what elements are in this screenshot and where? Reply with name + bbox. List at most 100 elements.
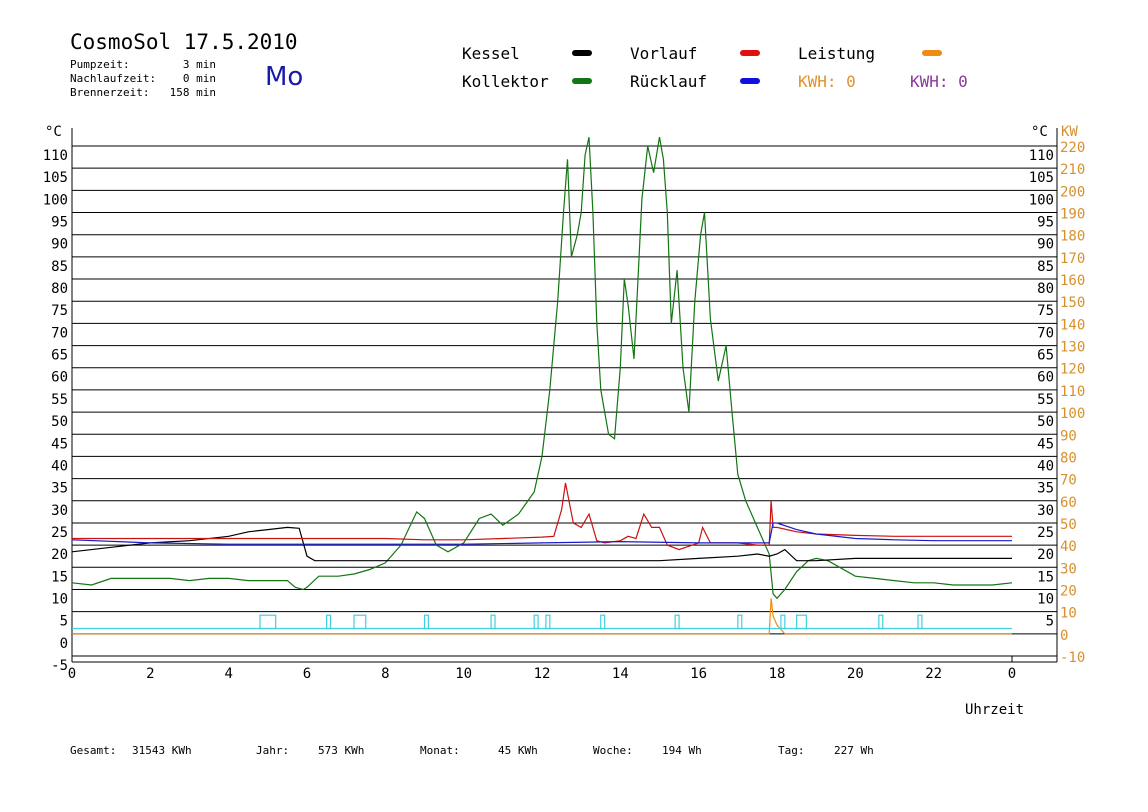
y-tick-label-left: 70 (51, 325, 68, 341)
x-tick-label: 14 (612, 666, 629, 682)
left-axis-unit: °C (45, 124, 62, 140)
pumpzeit-value: 3 min (182, 58, 216, 71)
chart-title: CosmoSol 17.5.2010 (70, 30, 298, 54)
legend-kollektor-swatch (572, 78, 592, 84)
pump-pulse (737, 614, 743, 630)
pump-pulse (674, 614, 680, 630)
y-tick-label-kw: 10 (1060, 606, 1077, 622)
pump-pulse (795, 614, 807, 630)
woche-value: 194 Wh (662, 744, 702, 757)
x-tick-label: 6 (303, 666, 311, 682)
y-tick-label-right: 35 (1037, 481, 1054, 497)
kwh-secondary: KWH: 0 (910, 72, 968, 91)
jahr-label: Jahr: (256, 744, 290, 757)
brennerzeit-value: 158 min (169, 86, 216, 99)
y-tick-label-left: 45 (51, 436, 68, 452)
y-tick-label-left: 50 (51, 414, 68, 430)
y-tick-label-right: 100 (1029, 192, 1054, 208)
chart-tick-labels: 1101051009590858075706560555045403530252… (43, 140, 1086, 682)
x-tick-label: 16 (690, 666, 707, 682)
y-tick-label-left: 25 (51, 525, 68, 541)
pump-pulse (490, 614, 496, 630)
y-tick-label-right: 70 (1037, 325, 1054, 341)
pumpzeit-label: Pumpzeit: (70, 58, 130, 71)
y-tick-label-kw: 110 (1060, 384, 1085, 400)
pump-pulse (533, 614, 539, 630)
series-line-leistung (72, 598, 1012, 635)
y-tick-label-left: -5 (51, 658, 68, 674)
nachlaufzeit-label: Nachlaufzeit: (70, 72, 157, 85)
y-tick-label-right: 80 (1037, 281, 1054, 297)
y-tick-label-kw: 180 (1060, 229, 1085, 245)
legend-vorlauf-swatch (740, 50, 760, 56)
y-tick-label-kw: 140 (1060, 317, 1085, 333)
y-tick-label-left: 5 (60, 614, 68, 630)
monat-value: 45 KWh (498, 744, 538, 757)
x-tick-label: 0 (1008, 666, 1016, 682)
y-tick-label-kw: 40 (1060, 539, 1077, 555)
y-tick-label-kw: 80 (1060, 450, 1077, 466)
x-tick-label: 4 (224, 666, 232, 682)
gesamt-label: Gesamt: (70, 744, 117, 757)
nachlaufzeit-value: 0 min (182, 72, 216, 85)
y-tick-label-kw: 90 (1060, 428, 1077, 444)
y-tick-label-left: 55 (51, 392, 68, 408)
y-tick-label-kw: 150 (1060, 295, 1085, 311)
y-tick-label-left: 75 (51, 303, 68, 319)
y-tick-label-kw: 190 (1060, 207, 1085, 223)
pump-pulse (780, 614, 786, 630)
y-tick-label-left: 0 (60, 636, 68, 652)
legend-ruecklauf-swatch (740, 78, 760, 84)
y-tick-label-kw: 20 (1060, 583, 1077, 599)
y-tick-label-left: 30 (51, 503, 68, 519)
y-tick-label-right: 15 (1037, 569, 1054, 585)
pump-pulse (325, 614, 332, 630)
brennerzeit-label: Brennerzeit: (70, 86, 150, 99)
x-tick-label: 10 (455, 666, 472, 682)
legend-leistung: Leistung (798, 44, 876, 63)
y-tick-label-kw: 210 (1060, 162, 1085, 178)
right-axis-unit-kw: KW (1061, 124, 1078, 140)
y-tick-label-right: 5 (1046, 614, 1054, 630)
y-tick-label-right: 20 (1037, 547, 1054, 563)
legend-kessel: Kessel (462, 44, 520, 63)
y-tick-label-right: 105 (1029, 170, 1054, 186)
y-tick-label-left: 80 (51, 281, 68, 297)
y-tick-label-kw: 30 (1060, 561, 1077, 577)
x-tick-label: 18 (769, 666, 786, 682)
y-tick-label-right: 25 (1037, 525, 1054, 541)
y-tick-label-left: 90 (51, 237, 68, 253)
legend-kollektor: Kollektor (462, 72, 549, 91)
y-tick-label-kw: 60 (1060, 495, 1077, 511)
series-line-kollektor (71, 136, 1013, 600)
legend-leistung-swatch (922, 50, 942, 56)
y-tick-label-right: 45 (1037, 436, 1054, 452)
y-tick-label-kw: 120 (1060, 362, 1085, 378)
y-tick-label-right: 110 (1029, 148, 1054, 164)
y-tick-label-right: 10 (1037, 591, 1054, 607)
pump-pulse (353, 614, 367, 630)
series-line-kessel (71, 526, 1012, 562)
gesamt-value: 31543 KWh (132, 744, 192, 757)
tag-label: Tag: (778, 744, 805, 757)
pump-pulse (878, 614, 884, 630)
y-tick-label-right: 85 (1037, 259, 1054, 275)
pump-pulse (545, 614, 551, 630)
x-axis-label: Uhrzeit (965, 702, 1024, 718)
y-tick-label-left: 10 (51, 591, 68, 607)
y-tick-label-kw: 50 (1060, 517, 1077, 533)
y-tick-label-right: 95 (1037, 215, 1054, 231)
y-tick-label-left: 40 (51, 458, 68, 474)
y-tick-label-left: 95 (51, 215, 68, 231)
y-tick-label-kw: 170 (1060, 251, 1085, 267)
y-tick-label-left: 20 (51, 547, 68, 563)
x-tick-label: 8 (381, 666, 389, 682)
series-line-vorlauf (72, 482, 1012, 551)
y-tick-label-right: 40 (1037, 458, 1054, 474)
x-tick-label: 0 (68, 666, 76, 682)
weekday-label: Mo (265, 62, 304, 92)
jahr-value: 573 KWh (318, 744, 365, 757)
x-tick-label: 20 (847, 666, 864, 682)
monat-label: Monat: (420, 744, 460, 757)
